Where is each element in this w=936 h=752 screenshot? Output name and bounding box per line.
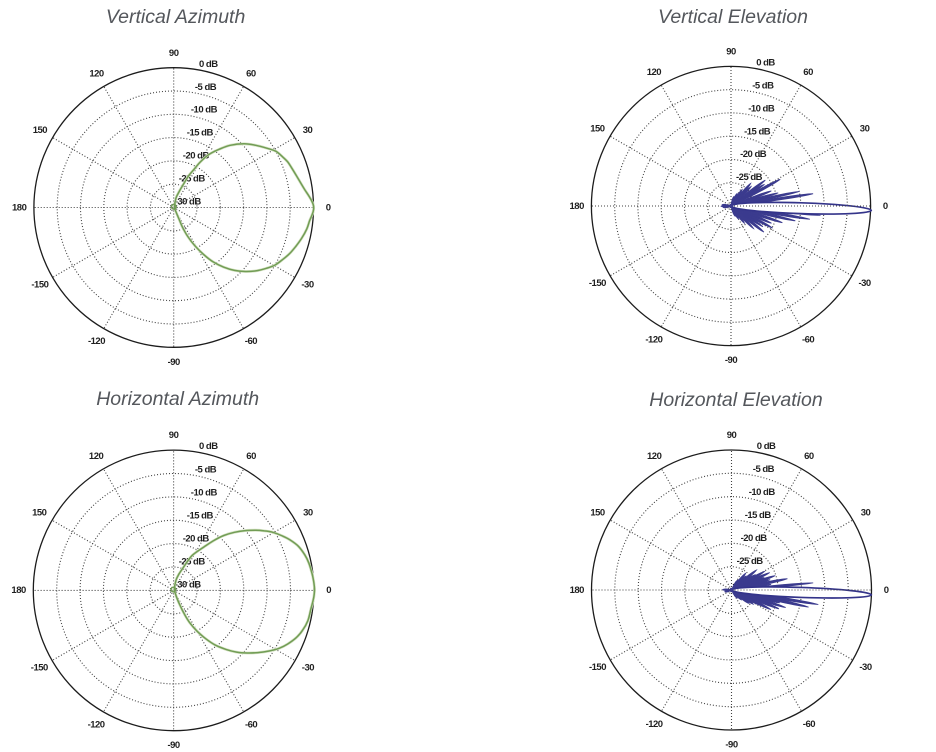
svg-text:150: 150 — [590, 507, 605, 518]
svg-text:120: 120 — [89, 451, 104, 462]
svg-text:60: 60 — [246, 69, 256, 80]
svg-text:-10 dB: -10 dB — [749, 487, 776, 498]
svg-text:-5 dB: -5 dB — [195, 82, 217, 93]
svg-text:-30: -30 — [302, 663, 314, 674]
svg-text:-20 dB: -20 dB — [740, 149, 767, 160]
svg-text:-30 dB: -30 dB — [175, 197, 202, 208]
svg-text:120: 120 — [647, 67, 662, 78]
svg-text:120: 120 — [647, 451, 662, 462]
svg-text:-15 dB: -15 dB — [744, 126, 771, 137]
svg-text:30: 30 — [861, 507, 871, 518]
svg-text:-30: -30 — [301, 280, 313, 291]
svg-text:-120: -120 — [645, 334, 662, 345]
svg-text:0 dB: 0 dB — [199, 441, 218, 452]
svg-text:-90: -90 — [168, 357, 180, 368]
svg-text:60: 60 — [246, 451, 256, 462]
svg-text:0: 0 — [884, 585, 889, 596]
svg-text:-15 dB: -15 dB — [187, 128, 214, 139]
svg-text:90: 90 — [169, 48, 179, 59]
svg-text:90: 90 — [727, 430, 737, 441]
svg-text:-25 dB: -25 dB — [737, 556, 764, 567]
svg-text:150: 150 — [32, 508, 47, 519]
svg-text:-90: -90 — [725, 355, 737, 366]
svg-text:0 dB: 0 dB — [756, 58, 775, 69]
svg-text:180: 180 — [570, 201, 585, 212]
svg-text:0: 0 — [326, 585, 331, 596]
svg-text:-25 dB: -25 dB — [179, 556, 206, 567]
svg-text:0 dB: 0 dB — [757, 441, 776, 452]
svg-text:30: 30 — [860, 124, 870, 135]
svg-text:30: 30 — [303, 508, 313, 519]
svg-text:30: 30 — [303, 125, 313, 136]
svg-text:-30 dB: -30 dB — [175, 579, 202, 590]
svg-text:-10 dB: -10 dB — [748, 103, 775, 114]
svg-text:-5 dB: -5 dB — [752, 80, 774, 91]
svg-text:0: 0 — [326, 202, 331, 213]
svg-text:-30: -30 — [858, 278, 870, 289]
svg-text:-10 dB: -10 dB — [191, 105, 218, 116]
svg-text:-30: -30 — [859, 662, 871, 673]
svg-text:-120: -120 — [646, 719, 663, 730]
svg-text:60: 60 — [803, 67, 813, 78]
svg-text:90: 90 — [726, 47, 736, 58]
svg-text:Vertical Azimuth: Vertical Azimuth — [106, 6, 245, 28]
svg-text:0: 0 — [883, 201, 888, 212]
svg-text:0 dB: 0 dB — [199, 59, 218, 70]
svg-text:Horizontal Azimuth: Horizontal Azimuth — [96, 388, 259, 410]
svg-text:150: 150 — [590, 124, 605, 135]
svg-text:-5 dB: -5 dB — [195, 464, 217, 475]
svg-text:60: 60 — [804, 451, 814, 462]
svg-text:-120: -120 — [88, 720, 105, 731]
svg-text:180: 180 — [12, 202, 27, 213]
svg-text:-5 dB: -5 dB — [753, 464, 775, 475]
svg-text:Horizontal Elevation: Horizontal Elevation — [649, 389, 822, 411]
svg-text:-150: -150 — [589, 662, 606, 673]
svg-text:-150: -150 — [589, 278, 606, 289]
svg-text:-150: -150 — [31, 280, 48, 291]
svg-text:90: 90 — [169, 430, 179, 441]
svg-text:-20 dB: -20 dB — [741, 533, 768, 544]
svg-text:-25 dB: -25 dB — [179, 174, 206, 185]
svg-text:Vertical Elevation: Vertical Elevation — [658, 6, 808, 28]
svg-text:-15 dB: -15 dB — [745, 510, 772, 521]
svg-text:180: 180 — [11, 585, 26, 596]
svg-text:120: 120 — [89, 69, 104, 80]
svg-text:-90: -90 — [167, 740, 179, 751]
svg-text:-20 dB: -20 dB — [183, 533, 210, 544]
svg-text:-10 dB: -10 dB — [191, 487, 218, 498]
svg-text:-20 dB: -20 dB — [183, 151, 210, 162]
svg-text:-90: -90 — [725, 740, 737, 751]
svg-text:-60: -60 — [802, 334, 814, 345]
svg-text:150: 150 — [33, 125, 48, 136]
svg-text:-60: -60 — [803, 719, 815, 730]
svg-text:-120: -120 — [88, 336, 105, 347]
svg-text:-15 dB: -15 dB — [187, 510, 214, 521]
svg-text:180: 180 — [570, 585, 585, 596]
svg-text:-60: -60 — [245, 336, 257, 347]
svg-text:-25 dB: -25 dB — [736, 172, 763, 183]
svg-text:-150: -150 — [31, 663, 48, 674]
svg-text:-60: -60 — [245, 720, 257, 731]
